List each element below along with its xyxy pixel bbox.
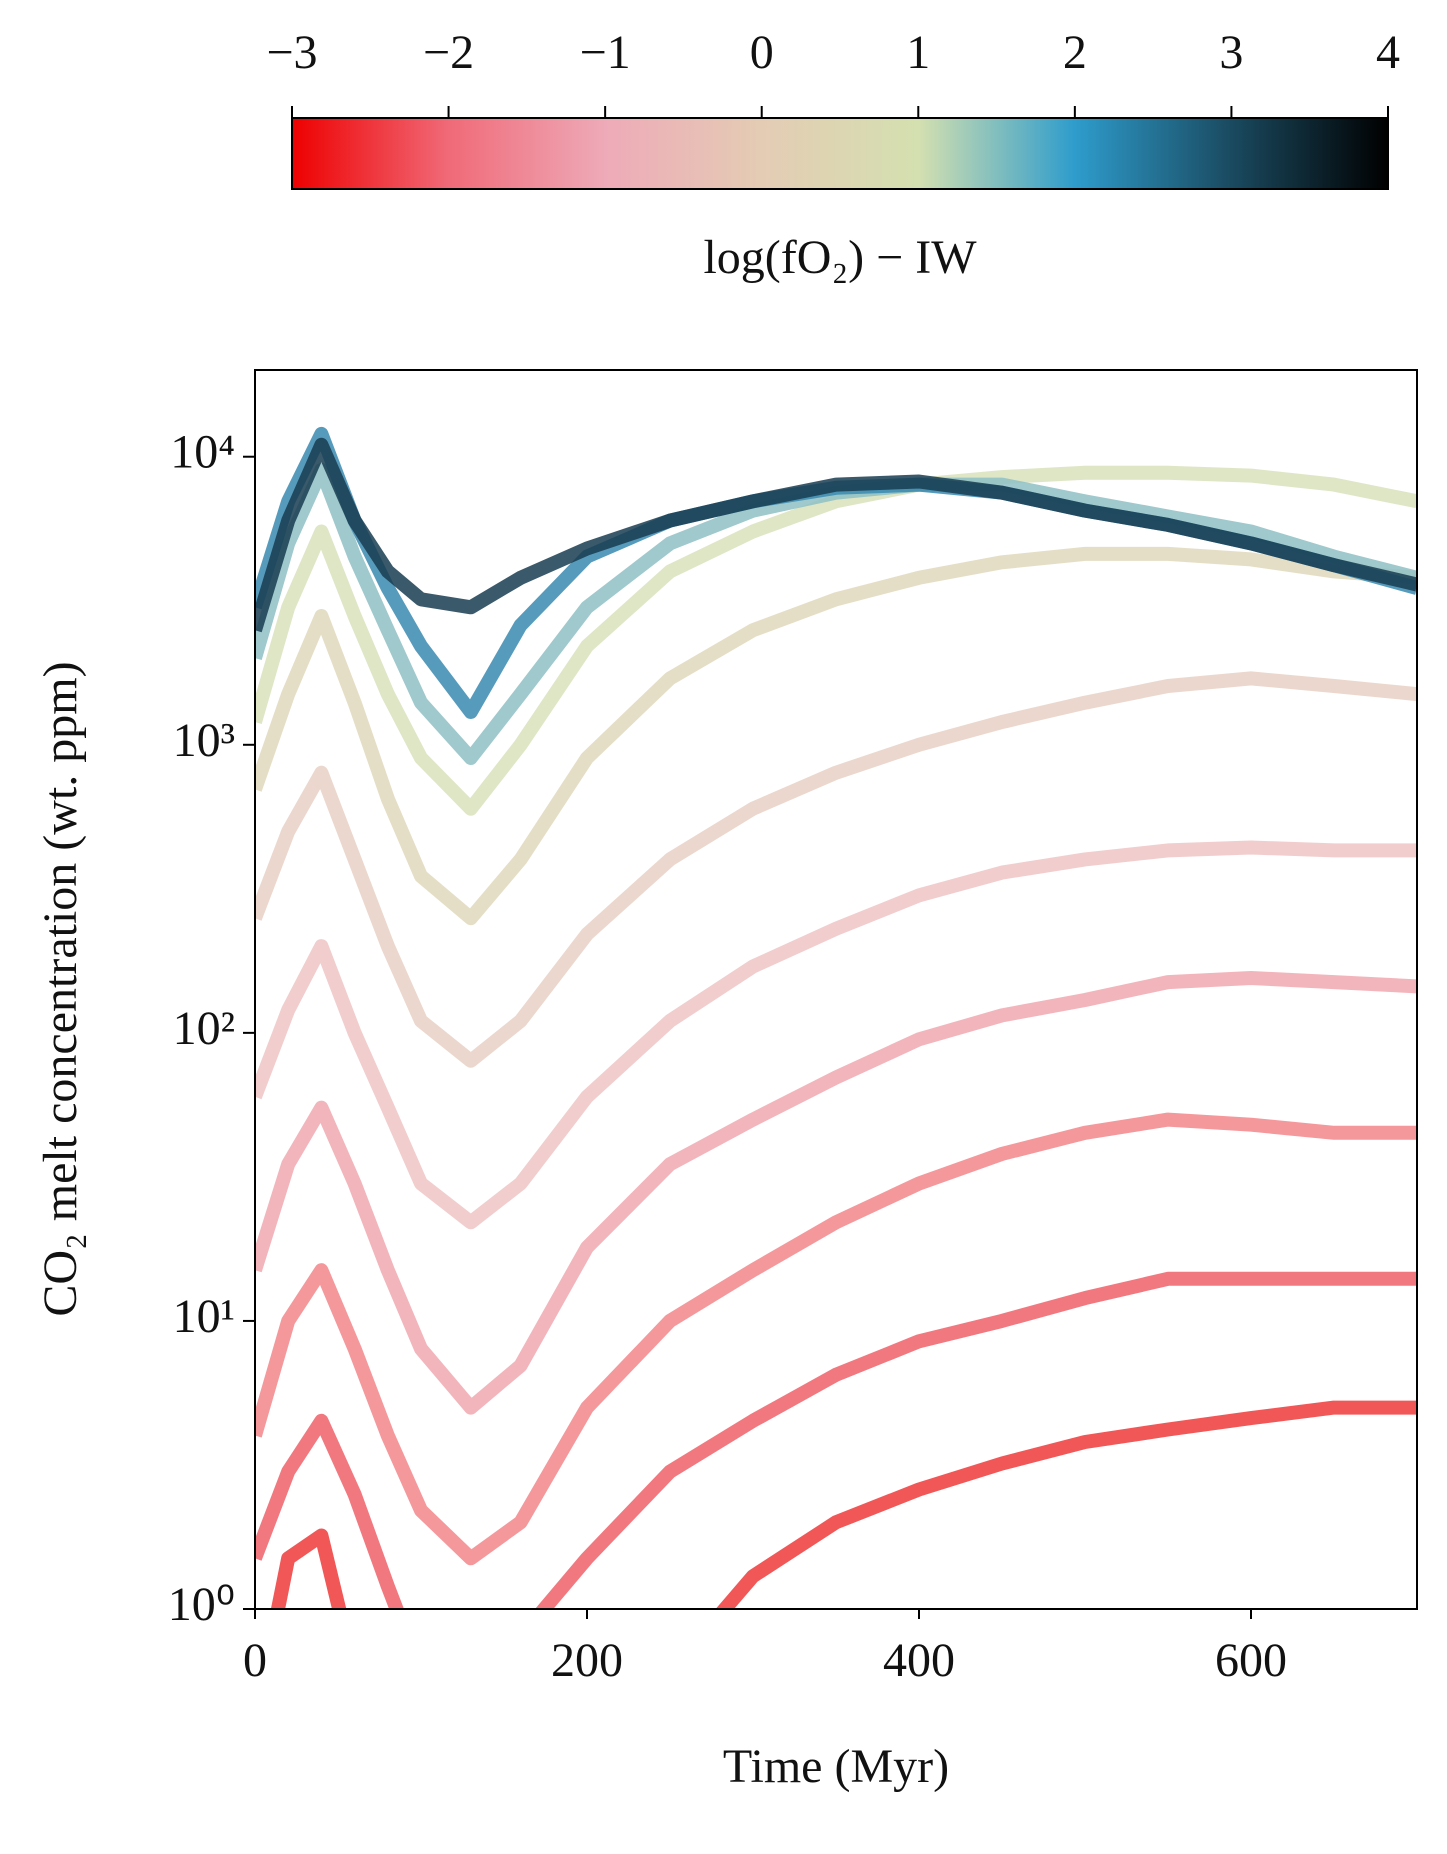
y-axis-label: CO₂ melt concentration (wt. ppm): [34, 661, 87, 1316]
colorbar: [291, 117, 1389, 190]
plot-lines: [255, 426, 1417, 1609]
series-line: [255, 1271, 1417, 1609]
colorbar-tick-label: 3: [1219, 26, 1243, 79]
series-line: [255, 437, 1417, 633]
colorbar-tick-label: 0: [750, 26, 774, 79]
colorbar-tick-label: 1: [906, 26, 930, 79]
x-axis-label: Time (Myr): [723, 1740, 949, 1793]
x-tick-label: 600: [1215, 1634, 1287, 1687]
y-tick-label: 10⁰: [168, 1578, 235, 1631]
colorbar-tick-label: −1: [580, 26, 631, 79]
y-tick-label: 10³: [173, 714, 235, 767]
y-tick-label: 10¹: [173, 1290, 235, 1343]
colorbar-tick-label: 2: [1063, 26, 1087, 79]
y-tick-label: 10⁴: [170, 426, 235, 479]
y-tick-label: 10²: [173, 1002, 235, 1055]
series-line: [255, 546, 1417, 926]
x-tick-label: 200: [551, 1634, 623, 1687]
colorbar-tick-label: −2: [423, 26, 474, 79]
plot-frame: [254, 369, 1418, 1610]
series-line: [255, 462, 1417, 765]
series-line: [255, 840, 1417, 1230]
colorbar-tick-label: 4: [1376, 26, 1400, 79]
colorbar-tick-label: −3: [266, 26, 317, 79]
series-line: [270, 1400, 1417, 1609]
x-tick-label: 0: [243, 1634, 267, 1687]
series-line: [255, 971, 1417, 1415]
series-line: [255, 671, 1417, 1068]
colorbar-label: log(fO₂) − IW: [703, 231, 977, 284]
series-line: [255, 1112, 1417, 1566]
series-line: [255, 465, 1417, 816]
x-tick-label: 400: [883, 1634, 955, 1687]
